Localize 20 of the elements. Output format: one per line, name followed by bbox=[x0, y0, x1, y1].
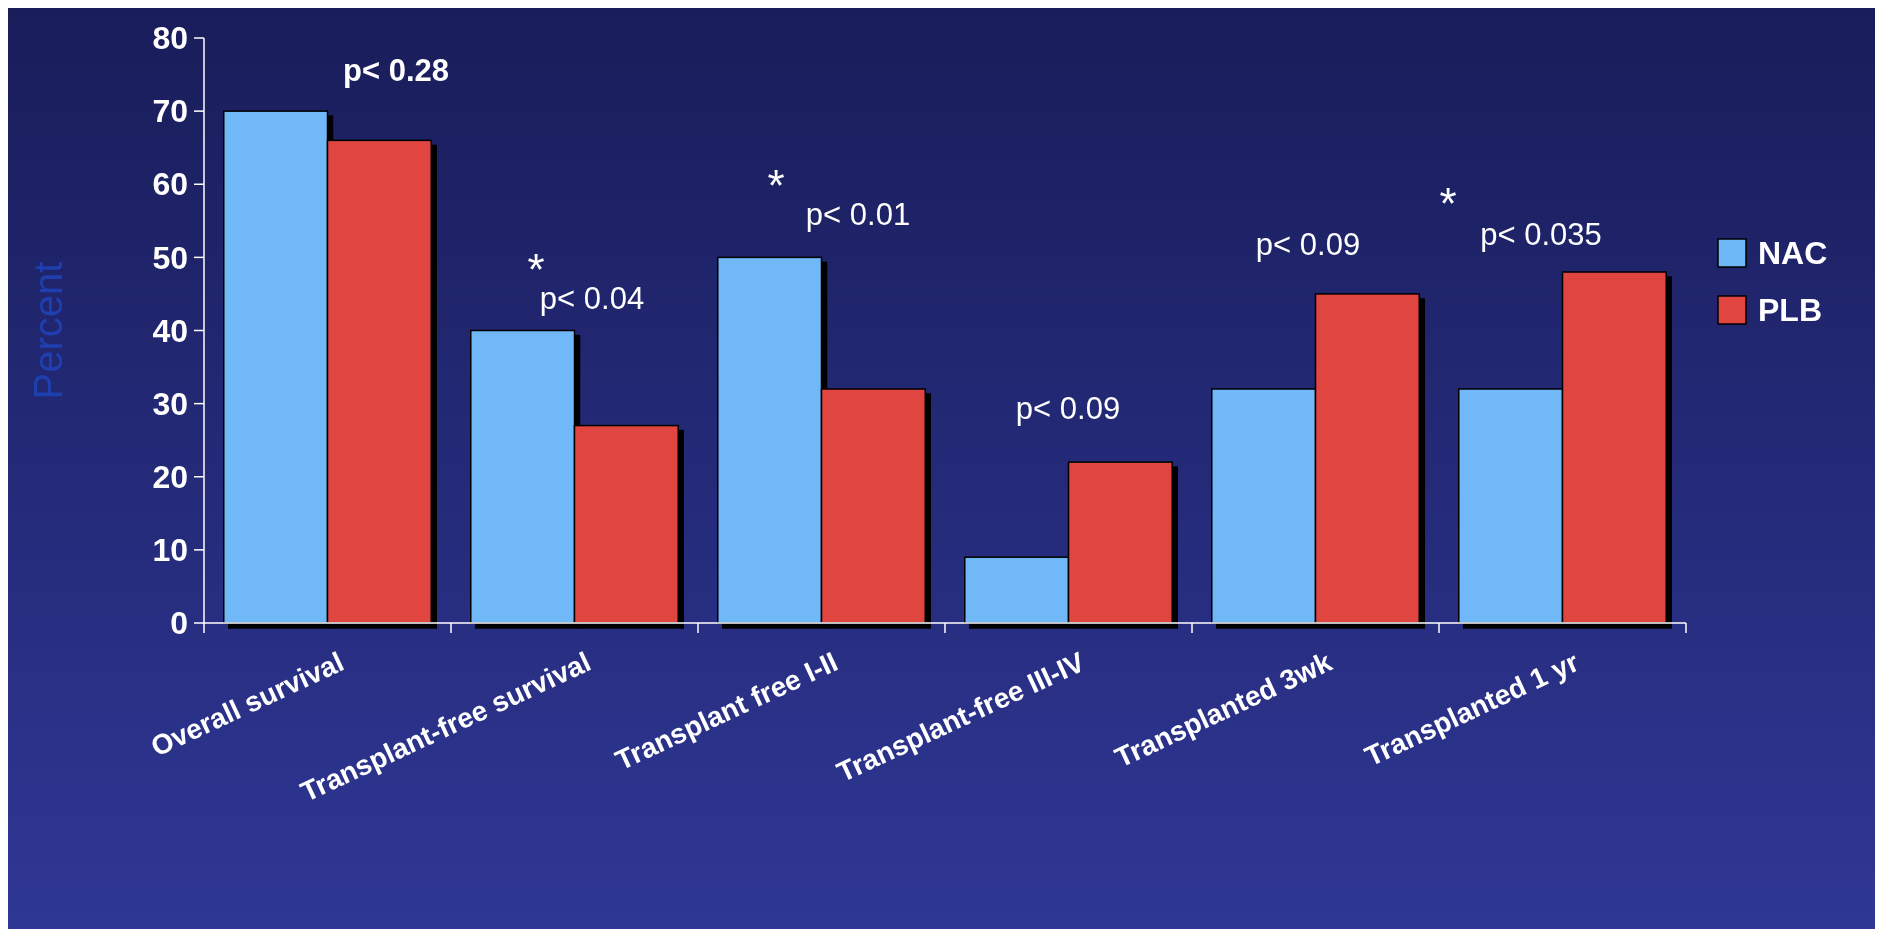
y-tick-label: 50 bbox=[152, 239, 188, 276]
y-tick-label: 10 bbox=[152, 532, 188, 569]
annotation: p< 0.01 bbox=[805, 196, 911, 232]
y-tick-label: 30 bbox=[152, 385, 188, 422]
y-tick-label: 80 bbox=[152, 20, 188, 57]
legend-label: NAC bbox=[1758, 235, 1828, 272]
y-tick-label: 70 bbox=[152, 93, 188, 130]
annotation: * bbox=[767, 161, 785, 211]
annotation: p< 0.04 bbox=[539, 280, 645, 316]
annotation: p< 0.09 bbox=[1255, 226, 1361, 262]
annotation: p< 0.09 bbox=[1015, 390, 1121, 426]
y-tick-label: 20 bbox=[152, 458, 188, 495]
annotation: * bbox=[1439, 179, 1457, 229]
legend-label: PLB bbox=[1758, 292, 1822, 329]
annotation: p< 0.035 bbox=[1480, 216, 1602, 252]
y-axis-title: Percent bbox=[26, 261, 70, 400]
y-tick-label: 40 bbox=[152, 312, 188, 349]
y-tick-label: 0 bbox=[170, 605, 188, 642]
y-tick-label: 60 bbox=[152, 166, 188, 203]
annotation: p< 0.28 bbox=[343, 52, 449, 88]
